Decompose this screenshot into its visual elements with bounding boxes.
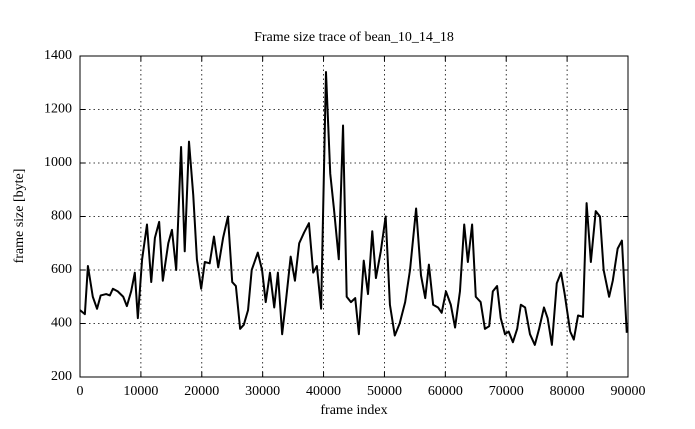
y-axis-label: frame size [byte] bbox=[12, 169, 27, 264]
x-axis-label: frame index bbox=[320, 403, 387, 418]
x-tick-label: 10000 bbox=[123, 384, 158, 399]
x-tick-label: 0 bbox=[77, 384, 84, 399]
x-tick-label: 20000 bbox=[184, 384, 219, 399]
x-tick-label: 70000 bbox=[489, 384, 524, 399]
x-tick-label: 30000 bbox=[245, 384, 280, 399]
y-tick-label: 800 bbox=[51, 209, 72, 224]
y-tick-label: 1200 bbox=[44, 102, 72, 117]
y-tick-label: 1400 bbox=[44, 48, 72, 63]
y-tick-label: 1000 bbox=[44, 155, 72, 170]
chart-title: Frame size trace of bean_10_14_18 bbox=[254, 30, 454, 45]
data-line bbox=[79, 71, 628, 346]
x-tick-label: 90000 bbox=[611, 384, 646, 399]
y-tick-label: 200 bbox=[51, 369, 72, 384]
x-tick-label: 60000 bbox=[428, 384, 463, 399]
plot-frame bbox=[79, 55, 629, 378]
x-tick-label: 50000 bbox=[367, 384, 402, 399]
y-tick-label: 600 bbox=[51, 262, 72, 277]
y-tick-label: 400 bbox=[51, 316, 72, 331]
x-tick-label: 80000 bbox=[550, 384, 585, 399]
x-tick-label: 40000 bbox=[306, 384, 341, 399]
